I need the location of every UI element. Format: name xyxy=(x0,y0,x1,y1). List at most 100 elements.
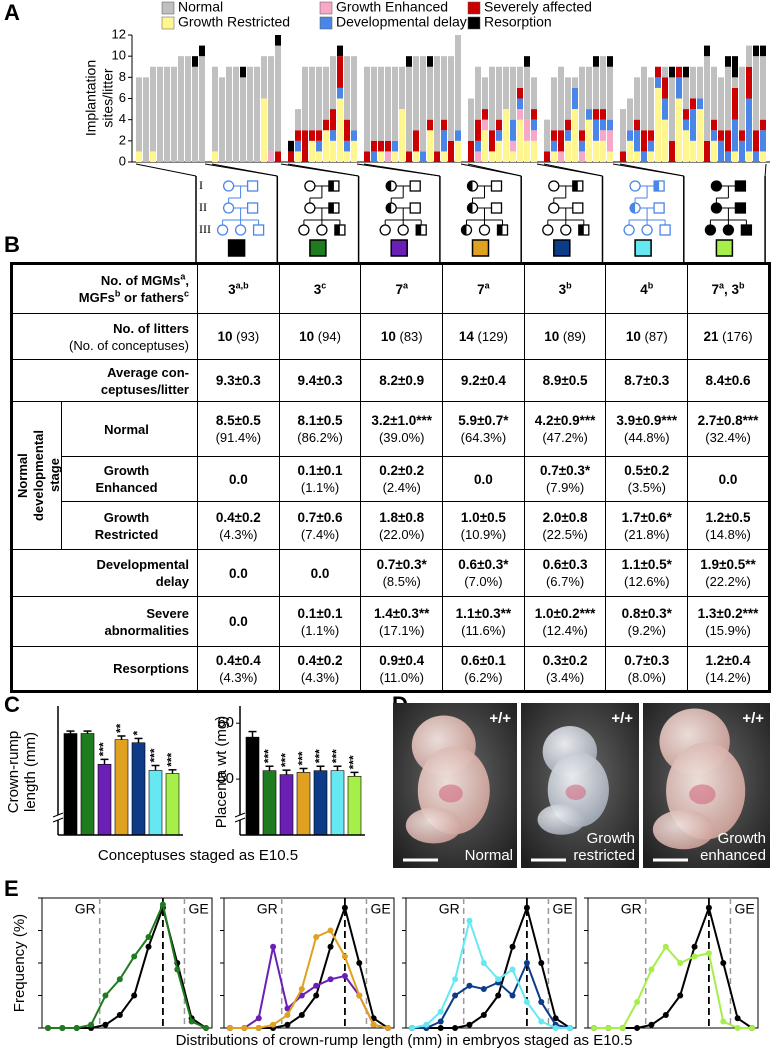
cell-note: (93) xyxy=(236,329,260,344)
bar-segment xyxy=(434,151,440,162)
cell-note: (4.3%) xyxy=(219,669,258,685)
bar-segment xyxy=(683,119,689,131)
frequency-point xyxy=(227,1025,233,1031)
bar-segment xyxy=(337,87,343,99)
table-row: Average con-ceptuses/litter 9.3±0.3 9.4±0.… xyxy=(11,359,770,402)
generation-label: II xyxy=(199,200,207,214)
bar-segment xyxy=(586,66,592,110)
bar-segment xyxy=(337,98,343,162)
cell-value: 1.9±0.5** xyxy=(700,557,756,572)
table-cell: 2.0±0.8 (22.5%) xyxy=(523,501,607,550)
cell-note: (1.1%) xyxy=(300,622,340,638)
bar-segment xyxy=(704,56,710,141)
bar-segment xyxy=(364,66,370,152)
bar-segment xyxy=(150,151,156,162)
bar-segment xyxy=(558,151,564,162)
label-line: Average con- xyxy=(15,364,189,381)
row-label: Growth Restricted xyxy=(61,501,198,550)
bar-segment xyxy=(669,66,675,78)
cell-value: 4.2±0.9*** xyxy=(534,413,596,428)
phenotype-label: Growth xyxy=(587,830,635,847)
bar-segment xyxy=(607,119,613,131)
label-line: MGFsb or fathersc xyxy=(15,289,189,306)
table-cell: 9.4±0.3 xyxy=(278,359,362,402)
cell-value: 1.2±0.5 xyxy=(705,509,751,525)
bar-segment xyxy=(448,56,454,141)
bar-segment xyxy=(544,119,550,152)
bar-segment xyxy=(531,119,537,131)
frequency-point xyxy=(370,1021,377,1028)
bar-segment xyxy=(468,140,474,162)
bar-segment xyxy=(753,151,759,162)
table-cell: 0.6±0.1 (6.2%) xyxy=(442,646,525,692)
bar-segment xyxy=(295,140,301,152)
frequency-point xyxy=(313,982,320,989)
pedigree-female xyxy=(560,224,572,236)
legend-swatch xyxy=(467,1,481,15)
embryo-heart xyxy=(438,784,463,803)
table-cell: 8.9±0.5 xyxy=(523,359,607,402)
bar-segment xyxy=(427,130,433,162)
cell-note: (4.3%) xyxy=(300,669,340,685)
row-label: No. of litters (No. of conceptuses) xyxy=(11,313,198,360)
row-label: Growth Enhanced xyxy=(61,456,198,502)
cell-line: 10 (89) xyxy=(527,328,604,345)
superscript: a xyxy=(719,280,725,290)
bar-segment xyxy=(739,66,745,131)
label-line: Growth xyxy=(64,462,189,479)
bar-segment xyxy=(753,130,759,152)
cell-value: 10 xyxy=(217,329,233,344)
frequency-point xyxy=(538,960,545,966)
table-cell: 0.7±0.3 (8.0%) xyxy=(605,646,689,692)
bar-segment xyxy=(316,140,322,152)
bar-segment xyxy=(565,77,571,120)
bar-segment xyxy=(732,56,738,78)
text: or fathers xyxy=(120,290,184,305)
table-row: Resorptions 0.4±0.4 (4.3%) 0.4±0.2 (4.3%) 0.9… xyxy=(11,646,770,692)
table-cell: 0.9±0.4 (11.0%) xyxy=(360,646,444,692)
significance: ** xyxy=(114,723,128,733)
bar-segment xyxy=(732,77,738,88)
y-tick-label: 50 xyxy=(217,770,234,787)
bar-segment xyxy=(136,151,142,162)
bar xyxy=(262,770,277,836)
cell-value: 1.8±0.8 xyxy=(379,509,425,525)
bar-segment xyxy=(441,56,447,120)
plot-frame xyxy=(405,897,577,1029)
legend-swatch xyxy=(467,16,481,30)
bar-segment xyxy=(330,109,336,131)
frequency-point xyxy=(466,917,473,924)
frequency-point xyxy=(634,999,641,1005)
y-axis-label: Implantation xyxy=(83,60,99,136)
table-cell: 9.3±0.3 xyxy=(197,359,280,402)
cell-value: 8.4±0.6 xyxy=(705,373,751,388)
frequency-point xyxy=(552,1025,559,1031)
bar-segment xyxy=(399,109,405,162)
y-tick-label: 2 xyxy=(119,132,126,147)
frequency-point xyxy=(691,953,698,960)
label-line: No. of litters xyxy=(15,320,189,337)
bar-segment xyxy=(344,119,350,141)
pedigree-half xyxy=(416,225,422,235)
y-tick-label: 0 xyxy=(119,153,126,168)
row-label: Average con-ceptuses/litter xyxy=(11,359,198,402)
bar-segment xyxy=(309,66,315,131)
bar-segment xyxy=(427,119,433,131)
frequency-point xyxy=(341,904,348,911)
cell-value: 8.9±0.5 xyxy=(542,373,588,388)
bar-segment xyxy=(323,130,329,162)
bar-segment xyxy=(711,130,717,141)
bar-segment xyxy=(600,119,606,131)
cell-value: 10 xyxy=(299,329,315,344)
bar-segment xyxy=(136,77,142,152)
text: No. of litters xyxy=(113,320,189,336)
bar-segment xyxy=(634,130,640,152)
bar-segment xyxy=(344,140,350,152)
legend-swatch xyxy=(319,1,333,15)
pedigree-female xyxy=(722,224,735,236)
cell-line: 0.0 xyxy=(200,565,277,582)
cell-note: (7.0%) xyxy=(464,574,503,589)
group-color-key xyxy=(553,239,571,257)
axis-break-mark xyxy=(234,817,246,823)
connector xyxy=(211,163,278,177)
